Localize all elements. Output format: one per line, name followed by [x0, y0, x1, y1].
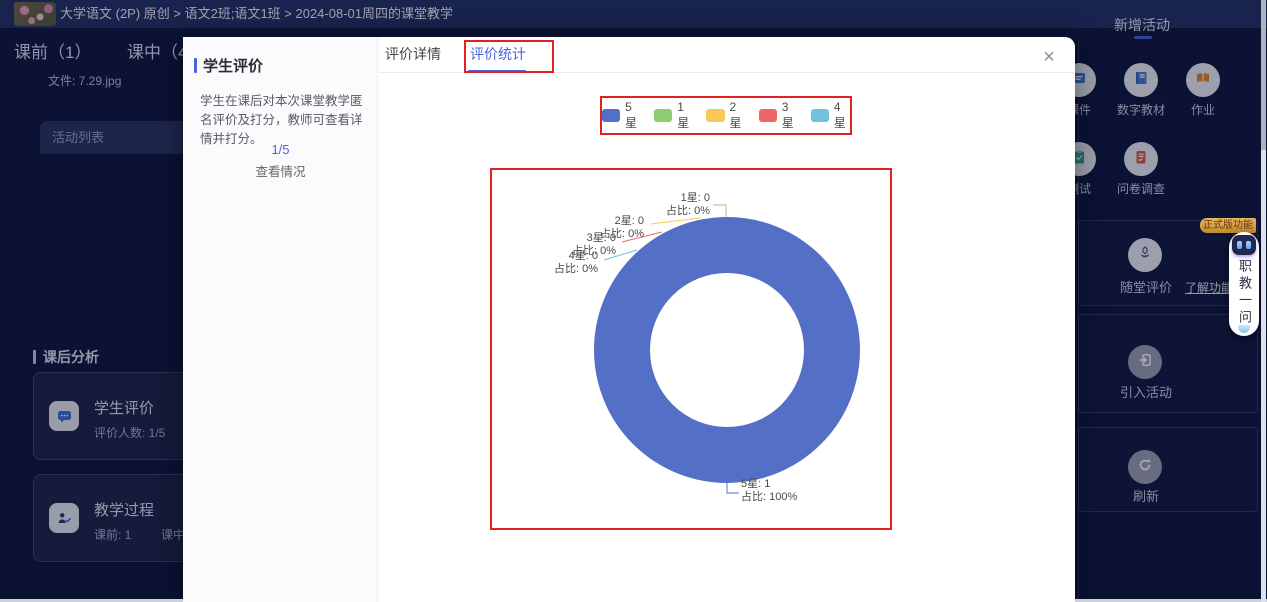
callout-5star: 5星: 1 占比: 100% [741, 478, 798, 503]
view-status-link[interactable]: 查看情况 [255, 165, 306, 179]
sidebar-item-survey[interactable] [1124, 142, 1158, 176]
window-bottom-edge [1075, 599, 1267, 602]
student-evaluation-dialog: 学生评价 学生在课后对本次课堂教学匿名评价及打分，教师可查看详情并打分。 1/5… [183, 37, 1075, 602]
legend-item-3star[interactable]: 3星 [758, 100, 798, 131]
teacher-icon [49, 503, 79, 533]
legend-swatch [758, 109, 777, 122]
tabbar-divider [378, 72, 1075, 73]
card-meta: 评价人数: 1/5 [94, 426, 166, 440]
sidebar-item-label[interactable]: 问卷调查 [1116, 182, 1165, 196]
section-bar [33, 350, 36, 364]
callout-2star: 2星: 0 占比: 0% [599, 215, 644, 240]
import-icon [1136, 351, 1154, 374]
tab-during-class[interactable]: 课中（4 [127, 43, 188, 62]
callout-3star: 3星: 0 占比: 0% [571, 232, 616, 257]
donut-ring-5star [594, 217, 860, 483]
sidebar-item-label[interactable]: 刷新 [1132, 489, 1159, 504]
sidebar-item-import-activity[interactable] [1128, 345, 1162, 379]
dialog-description: 学生在课后对本次课堂教学匿名评价及打分，教师可查看详情并打分。 [200, 94, 363, 146]
sidebar-title: 新增活动 [1114, 17, 1170, 33]
leader-line-4star [603, 249, 638, 261]
legend-label: 2星 [729, 100, 742, 130]
flower-icon [1135, 243, 1155, 268]
sidebar-item-label[interactable]: 数字教材 [1116, 103, 1165, 117]
card-title: 教学过程 [94, 502, 155, 519]
robot-icon [1232, 235, 1256, 255]
legend-label: 1星 [677, 100, 690, 130]
dialog-title-row: 学生评价 [194, 55, 263, 76]
window-bottom-edge [0, 599, 183, 602]
slides-icon [1070, 69, 1088, 92]
after-class-analysis-header: 课后分析 [33, 347, 99, 367]
tab-before-class[interactable]: 课前（1） [14, 43, 92, 62]
legend-item-4star[interactable]: 4星 [810, 100, 850, 131]
legend-swatch [602, 109, 621, 122]
sidebar-item-label[interactable]: 引入活动 [1119, 385, 1172, 400]
course-thumbnail [14, 2, 56, 26]
legend-label: 4星 [833, 100, 846, 130]
legend-swatch [706, 109, 725, 122]
card-title: 学生评价 [94, 400, 155, 417]
gem-icon [1238, 325, 1250, 333]
assistant-label: 职教一问 [1237, 259, 1252, 327]
dialog-title: 学生评价 [203, 58, 264, 75]
topbar: 大学语文 (2P) 原创 > 语文2班;语文1班 > 2024-08-01周四的… [0, 0, 1267, 28]
assistant-widget[interactable]: 职教一问 [1229, 232, 1259, 336]
annotation-box-legend: 5星 1星 2星 3星 4星 [600, 96, 852, 135]
refresh-section [1078, 427, 1258, 512]
leader-line-3star [621, 231, 663, 243]
close-icon[interactable]: × [1043, 46, 1055, 68]
legend-item-1star[interactable]: 1星 [654, 100, 693, 131]
legend-swatch [810, 109, 829, 122]
scrollbar-thumb[interactable] [1261, 0, 1266, 150]
evaluation-count: 1/5 [271, 142, 290, 157]
legend-label: 5星 [625, 100, 638, 130]
section-title: 课后分析 [43, 349, 99, 365]
callout-4star: 4星: 0 占比: 0% [553, 250, 598, 275]
legend-label: 3星 [781, 100, 794, 130]
sidebar-title-underline [1134, 36, 1152, 39]
chat-bubble-icon [49, 401, 79, 431]
legend-swatch [654, 109, 673, 122]
digital-textbook-icon [1132, 69, 1150, 92]
tab-evaluation-statistics[interactable]: 评价统计 [470, 46, 526, 62]
leader-line-5star [726, 483, 739, 494]
sidebar-item-digital-textbook[interactable] [1124, 63, 1158, 97]
sidebar-item-homework[interactable] [1186, 63, 1220, 97]
callout-1star: 1星: 0 占比: 0% [665, 192, 710, 217]
sidebar-item-class-evaluation[interactable] [1128, 238, 1162, 272]
learn-more-link[interactable]: 了解功能 [1185, 281, 1234, 295]
card-meta-before: 课前: 1 [94, 528, 132, 542]
annotation-box-chart: 1星: 0 占比: 0% 2星: 0 占比: 0% 3星: 0 占比: 0% 4星: … [490, 168, 892, 530]
survey-icon [1132, 148, 1150, 171]
file-label: 文件: 7.29.jpg [48, 74, 122, 88]
sidebar-item-refresh[interactable] [1128, 450, 1162, 484]
annotation-box-tab [464, 40, 554, 73]
dialog-left-panel: 学生评价 学生在课后对本次课堂教学匿名评价及打分，教师可查看详情并打分。 1/5… [183, 37, 378, 602]
page-scrollbar[interactable] [1261, 0, 1266, 602]
tab-evaluation-details[interactable]: 评价详情 [385, 46, 441, 62]
breadcrumb: 大学语文 (2P) 原创 > 语文2班;语文1班 > 2024-08-01周四的… [60, 6, 453, 21]
sidebar-item-label[interactable]: 作业 [1190, 103, 1215, 117]
homework-icon [1194, 69, 1212, 92]
sidebar-item-label[interactable]: 随堂评价 [1119, 280, 1172, 295]
sidebar-panel [1078, 40, 1259, 602]
legend-item-2star[interactable]: 2星 [706, 100, 745, 131]
title-accent-bar [194, 58, 197, 73]
legend-item-5star[interactable]: 5星 [602, 100, 641, 131]
import-section [1078, 314, 1258, 413]
donut-chart [594, 204, 860, 494]
leader-line-2star [649, 217, 701, 225]
refresh-icon [1136, 456, 1154, 479]
card-meta-during: 课中: [161, 528, 189, 542]
test-icon [1070, 148, 1088, 171]
leader-line-1star [713, 204, 727, 217]
official-feature-ribbon: 正式版功能 [1200, 218, 1256, 233]
